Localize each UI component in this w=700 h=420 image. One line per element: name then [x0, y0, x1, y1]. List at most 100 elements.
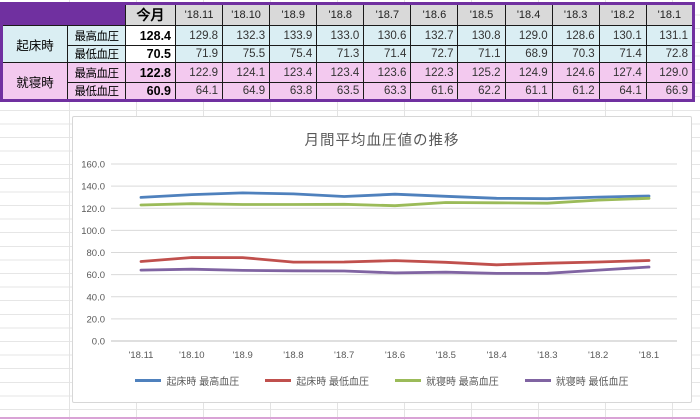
value-cell[interactable]: 66.9 — [645, 82, 695, 101]
value-cell[interactable]: 71.4 — [363, 45, 412, 63]
month-header[interactable]: '18.1 — [645, 3, 695, 26]
value-cell[interactable]: 132.3 — [222, 25, 271, 46]
value-cell[interactable]: 122.3 — [410, 62, 459, 83]
value-cell[interactable]: 128.6 — [551, 25, 600, 46]
value-cell[interactable]: 71.4 — [598, 45, 647, 63]
value-cell[interactable]: 124.9 — [504, 62, 553, 83]
month-header[interactable]: '18.6 — [410, 3, 459, 26]
legend-item[interactable]: 就寝時 最低血圧 — [524, 373, 629, 388]
x-axis-tick-label: '18.9 — [232, 350, 252, 361]
row-label[interactable]: 最高血圧 — [67, 62, 126, 83]
y-axis-tick-label: 100.0 — [81, 226, 105, 237]
value-cell[interactable]: 133.9 — [269, 25, 318, 46]
month-header[interactable]: '18.11 — [174, 3, 224, 26]
series-line[interactable] — [139, 191, 651, 201]
value-cell[interactable]: 125.2 — [457, 62, 506, 83]
current-month-header[interactable]: 今月 — [125, 3, 176, 26]
line-chart-plot: 0.0 20.0 40.0 60.0 80.0 100.0 120.0 140.0 160.0 '… — [81, 160, 677, 361]
value-cell[interactable]: 72.7 — [410, 45, 459, 63]
month-header[interactable]: '18.7 — [363, 3, 412, 26]
month-header[interactable]: '18.10 — [222, 3, 271, 26]
series-line[interactable] — [139, 196, 651, 208]
value-cell[interactable]: 61.1 — [504, 82, 553, 101]
month-header[interactable]: '18.4 — [504, 3, 553, 26]
value-cell[interactable]: 129.8 — [174, 25, 224, 46]
legend-item[interactable]: 起床時 最低血圧 — [265, 373, 369, 388]
legend-item[interactable]: 起床時 最高血圧 — [135, 373, 239, 388]
value-cell[interactable]: 71.9 — [174, 45, 224, 63]
value-cell[interactable]: 62.2 — [457, 82, 506, 101]
chart-title: 月間平均血圧値の推移 — [304, 133, 460, 149]
blood-pressure-table: 今月 '18.11'18.10'18.9'18.8'18.7'18.6'18.5 '… — [0, 2, 695, 102]
y-axis-tick-label: 80.0 — [87, 248, 106, 259]
value-cell[interactable]: 123.4 — [269, 62, 318, 83]
value-cell[interactable]: 129.0 — [504, 25, 553, 46]
y-axis-tick-label: 0.0 — [92, 337, 105, 348]
legend-line-swatch — [395, 379, 421, 382]
value-cell[interactable]: 71.1 — [457, 45, 506, 63]
row-label[interactable]: 最低血圧 — [67, 45, 126, 63]
value-cell[interactable]: 133.0 — [316, 25, 365, 46]
table-row: 最低血圧 60.9 64.1 64.9 63.8 63.5 63.3 61.6 62.2 61.1… — [2, 82, 695, 101]
value-cell[interactable]: 123.4 — [316, 62, 365, 83]
month-header[interactable]: '18.9 — [269, 3, 318, 26]
x-axis-tick-label: '18.11 — [129, 350, 154, 361]
x-axis-tick-label: '18.7 — [334, 350, 354, 361]
month-header[interactable]: '18.5 — [457, 3, 506, 26]
y-axis-tick-label: 20.0 — [87, 314, 106, 325]
x-axis-tick-label: '18.2 — [588, 350, 608, 361]
value-cell[interactable]: 61.6 — [410, 82, 459, 101]
value-cell[interactable]: 63.3 — [363, 82, 412, 101]
value-cell[interactable]: 71.3 — [316, 45, 365, 63]
value-cell[interactable]: 72.8 — [645, 45, 695, 63]
current-value-cell[interactable]: 70.5 — [125, 45, 176, 63]
value-cell[interactable]: 129.0 — [645, 62, 695, 83]
value-cell[interactable]: 64.9 — [222, 82, 271, 101]
chart-legend: 起床時 最高血圧 起床時 最低血圧 就寝時 最高血圧 就寝時 最低血圧 — [73, 373, 691, 388]
value-cell[interactable]: 70.3 — [551, 45, 600, 63]
value-cell[interactable]: 63.5 — [316, 82, 365, 101]
legend-item[interactable]: 就寝時 最高血圧 — [395, 373, 499, 388]
current-value-cell[interactable]: 60.9 — [125, 82, 176, 101]
row-label[interactable]: 最高血圧 — [67, 25, 126, 46]
value-cell[interactable]: 75.5 — [222, 45, 271, 63]
current-value-cell[interactable]: 122.8 — [125, 62, 176, 83]
value-cell[interactable]: 123.6 — [363, 62, 412, 83]
series-line[interactable] — [139, 265, 651, 275]
row-label[interactable]: 最低血圧 — [67, 82, 126, 101]
series-line[interactable] — [139, 256, 651, 267]
value-cell[interactable]: 124.6 — [551, 62, 600, 83]
month-header[interactable]: '18.8 — [316, 3, 365, 26]
month-header[interactable]: '18.2 — [598, 3, 647, 26]
legend-label: 就寝時 最低血圧 — [555, 377, 629, 388]
value-cell[interactable]: 127.4 — [598, 62, 647, 83]
row-group-label[interactable]: 起床時 — [1, 25, 68, 63]
legend-line-swatch — [524, 379, 551, 382]
value-cell[interactable]: 130.6 — [363, 25, 412, 46]
legend-line-swatch — [135, 379, 162, 382]
row-group-label[interactable]: 就寝時 — [1, 62, 68, 101]
value-cell[interactable]: 130.1 — [598, 25, 647, 46]
current-value-cell[interactable]: 128.4 — [125, 25, 176, 46]
x-axis-tick-label: '18.10 — [179, 350, 205, 361]
value-cell[interactable]: 131.1 — [645, 25, 695, 46]
y-axis-tick-label: 120.0 — [81, 204, 105, 215]
legend-label: 就寝時 最高血圧 — [426, 377, 499, 388]
month-header[interactable]: '18.3 — [551, 3, 600, 26]
corner-cell[interactable] — [1, 3, 126, 26]
x-axis-tick-label: '18.3 — [537, 350, 557, 361]
value-cell[interactable]: 61.2 — [551, 82, 600, 101]
value-cell[interactable]: 68.9 — [504, 45, 553, 63]
value-cell[interactable]: 64.1 — [174, 82, 224, 101]
x-axis-tick-label: '18.6 — [385, 350, 405, 361]
value-cell[interactable]: 130.8 — [457, 25, 506, 46]
value-cell[interactable]: 124.1 — [222, 62, 271, 83]
value-cell[interactable]: 122.9 — [174, 62, 224, 83]
y-axis-tick-label: 60.0 — [87, 270, 106, 281]
value-cell[interactable]: 132.7 — [410, 25, 459, 46]
legend-label: 起床時 最低血圧 — [296, 377, 369, 388]
value-cell[interactable]: 75.4 — [269, 45, 318, 63]
value-cell[interactable]: 64.1 — [598, 82, 647, 101]
blood-pressure-chart[interactable]: 月間平均血圧値の推移 0.0 20.0 40.0 60.0 80.0 100.0 120.0… — [72, 116, 692, 403]
value-cell[interactable]: 63.8 — [269, 82, 318, 101]
